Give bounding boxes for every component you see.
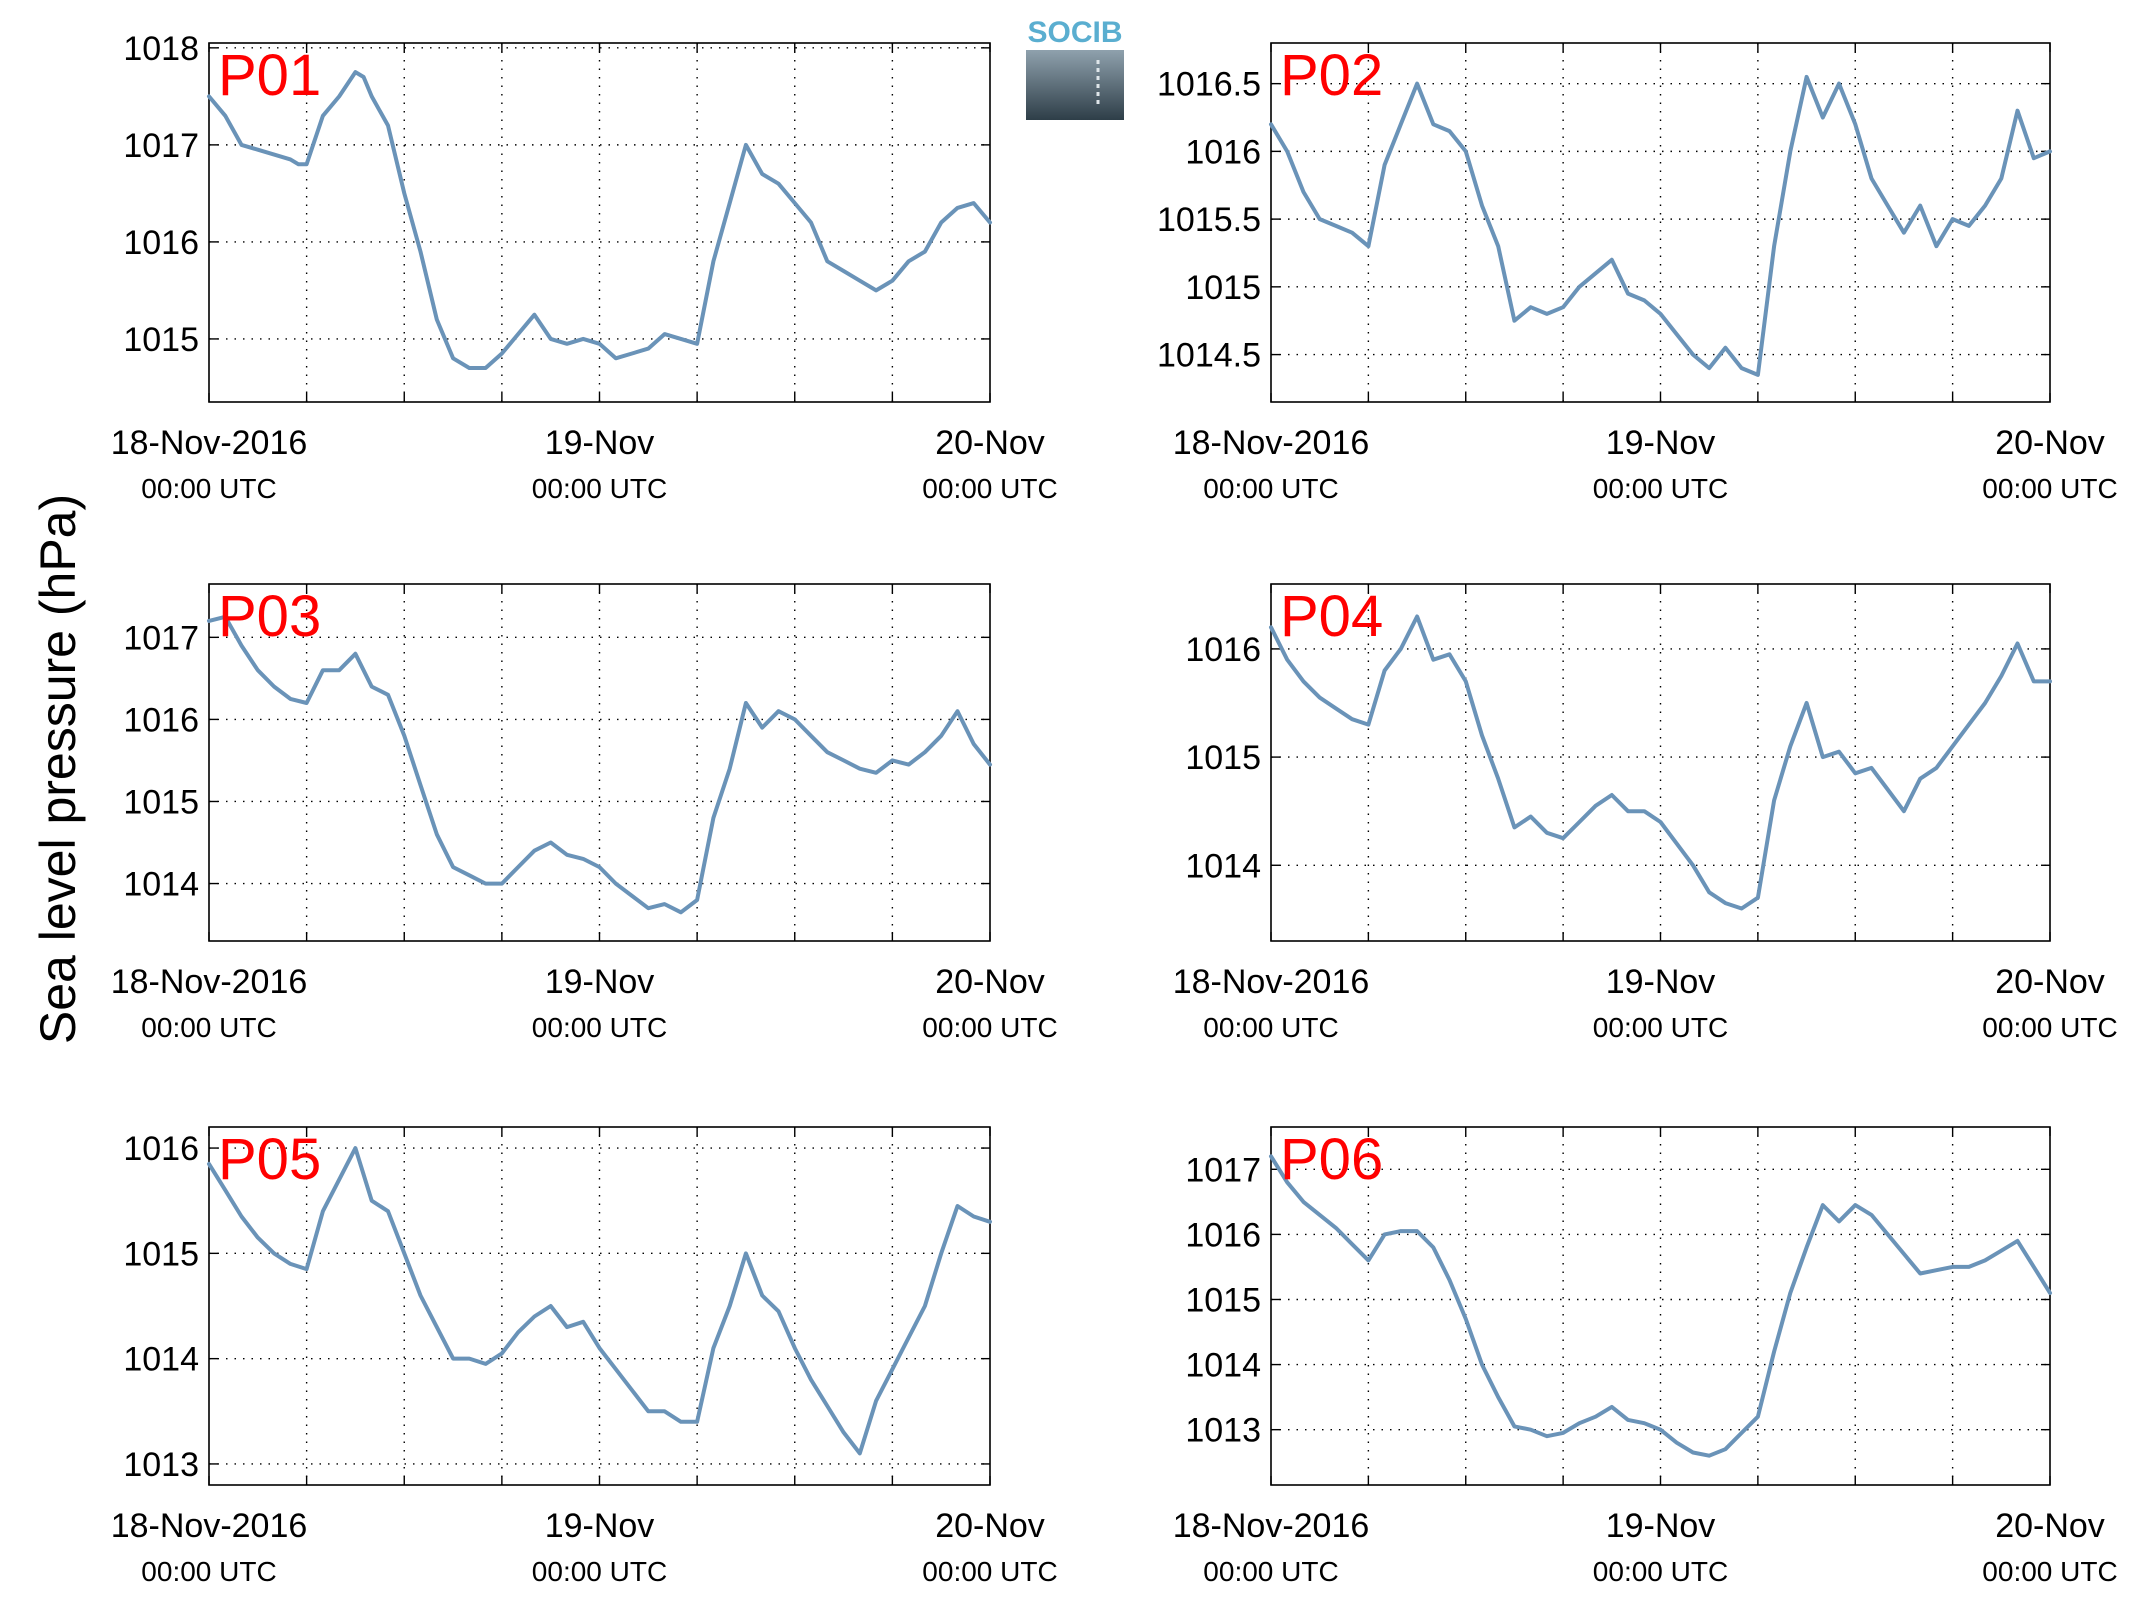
x-tick-sublabel: 00:00 UTC: [532, 473, 667, 504]
panel-label: P03: [218, 584, 321, 649]
y-tick-label: 1014: [123, 1341, 199, 1379]
x-tick-label: 19-Nov: [1606, 963, 1716, 1001]
y-tick-label: 1014: [1185, 847, 1261, 885]
x-tick-label: 19-Nov: [1606, 1507, 1716, 1545]
panel-label: P01: [218, 43, 321, 108]
socib-logo: SOCIB: [1026, 16, 1124, 120]
x-tick-label: 19-Nov: [545, 424, 655, 462]
x-tick-sublabel: 00:00 UTC: [1203, 1012, 1338, 1043]
socib-logo-text: SOCIB: [1027, 16, 1122, 49]
x-tick-sublabel: 00:00 UTC: [1982, 1012, 2117, 1043]
socib-logo-mark: [1026, 50, 1124, 120]
x-tick-label: 18-Nov-2016: [1173, 963, 1370, 1001]
y-tick-label: 1014: [1185, 1347, 1261, 1385]
x-tick-sublabel: 00:00 UTC: [1203, 473, 1338, 504]
panel-p04: 1014 1015 1016 18-Nov-2016 00:00 UTC 19-Nov 00…: [1173, 583, 2118, 1043]
y-tick-label: 1016: [1185, 133, 1261, 171]
series-line-p06: [1269, 1154, 2052, 1458]
y-tick-label: 1018: [123, 30, 199, 68]
x-tick-label: 18-Nov-2016: [111, 1507, 308, 1545]
panel-p01: 1015 1016 1017 1018 18-Nov-2016 00:00 UTC 19-N…: [111, 30, 1058, 504]
y-tick-label: 1016: [123, 1130, 199, 1168]
x-tick-label: 19-Nov: [545, 963, 655, 1001]
x-tick-label: 20-Nov: [1995, 424, 2105, 462]
x-tick-sublabel: 00:00 UTC: [141, 1012, 276, 1043]
x-tick-sublabel: 00:00 UTC: [532, 1556, 667, 1587]
series-line-p05: [207, 1146, 992, 1456]
series-line-p01: [207, 70, 992, 370]
y-tick-label: 1017: [123, 619, 199, 657]
x-tick-label: 20-Nov: [1995, 1507, 2105, 1545]
x-tick-sublabel: 00:00 UTC: [1203, 1556, 1338, 1587]
series-line-p02: [1269, 74, 2052, 377]
y-tick-label: 1013: [1185, 1412, 1261, 1450]
x-tick-sublabel: 00:00 UTC: [1982, 1556, 2117, 1587]
x-tick-label: 18-Nov-2016: [111, 963, 308, 1001]
y-tick-label: 1016: [123, 224, 199, 262]
panel-p03: 1014 1015 1016 1017 18-Nov-2016 00:00 UTC 19-N…: [111, 583, 1058, 1043]
x-tick-label: 19-Nov: [1606, 424, 1716, 462]
panel-p05: 1013 1014 1015 1016 18-Nov-2016 00:00 UTC 19-N…: [111, 1126, 1058, 1587]
y-tick-label: 1015: [1185, 739, 1261, 777]
y-tick-label: 1015: [123, 1235, 199, 1273]
y-tick-label: 1015.5: [1157, 201, 1261, 239]
x-tick-label: 20-Nov: [935, 424, 1045, 462]
x-tick-sublabel: 00:00 UTC: [922, 473, 1057, 504]
x-tick-label: 18-Nov-2016: [1173, 424, 1370, 462]
y-tick-label: 1015: [123, 783, 199, 821]
y-tick-label: 1016: [123, 701, 199, 739]
panel-label: P02: [1280, 43, 1383, 108]
x-tick-label: 18-Nov-2016: [111, 424, 308, 462]
panel-label: P06: [1280, 1127, 1383, 1192]
x-tick-sublabel: 00:00 UTC: [141, 473, 276, 504]
figure-ylabel: Sea level pressure (hPa): [30, 494, 86, 1044]
x-tick-label: 18-Nov-2016: [1173, 1507, 1370, 1545]
y-tick-label: 1017: [1185, 1151, 1261, 1189]
y-tick-label: 1015: [1185, 1281, 1261, 1319]
x-tick-label: 20-Nov: [1995, 963, 2105, 1001]
x-tick-sublabel: 00:00 UTC: [141, 1556, 276, 1587]
y-tick-label: 1014: [123, 866, 199, 904]
x-tick-sublabel: 00:00 UTC: [1593, 473, 1728, 504]
x-tick-sublabel: 00:00 UTC: [532, 1012, 667, 1043]
x-tick-label: 20-Nov: [935, 963, 1045, 1001]
y-tick-label: 1015: [1185, 269, 1261, 307]
panel-label: P05: [218, 1127, 321, 1192]
panel-p02: 1014.5 1015 1015.5 1016 1016.5 18-Nov-2016 00:…: [1157, 42, 2118, 504]
x-tick-label: 19-Nov: [545, 1507, 655, 1545]
y-tick-label: 1017: [123, 127, 199, 165]
y-tick-label: 1016.5: [1157, 66, 1261, 104]
y-tick-label: 1015: [123, 321, 199, 359]
y-tick-label: 1016: [1185, 631, 1261, 669]
x-tick-sublabel: 00:00 UTC: [1593, 1556, 1728, 1587]
y-tick-label: 1013: [123, 1446, 199, 1484]
series-line-p03: [207, 614, 992, 915]
x-tick-sublabel: 00:00 UTC: [1593, 1012, 1728, 1043]
y-tick-label: 1014.5: [1157, 337, 1261, 375]
panel-label: P04: [1280, 584, 1383, 649]
panel-p06: 1013 1014 1015 1016 1017 18-Nov-2016 00:00 UTC…: [1173, 1126, 2118, 1587]
y-tick-label: 1016: [1185, 1216, 1261, 1254]
x-tick-sublabel: 00:00 UTC: [1982, 473, 2117, 504]
series-line-p04: [1269, 614, 2052, 911]
x-tick-sublabel: 00:00 UTC: [922, 1556, 1057, 1587]
x-tick-label: 20-Nov: [935, 1507, 1045, 1545]
x-tick-sublabel: 00:00 UTC: [922, 1012, 1057, 1043]
